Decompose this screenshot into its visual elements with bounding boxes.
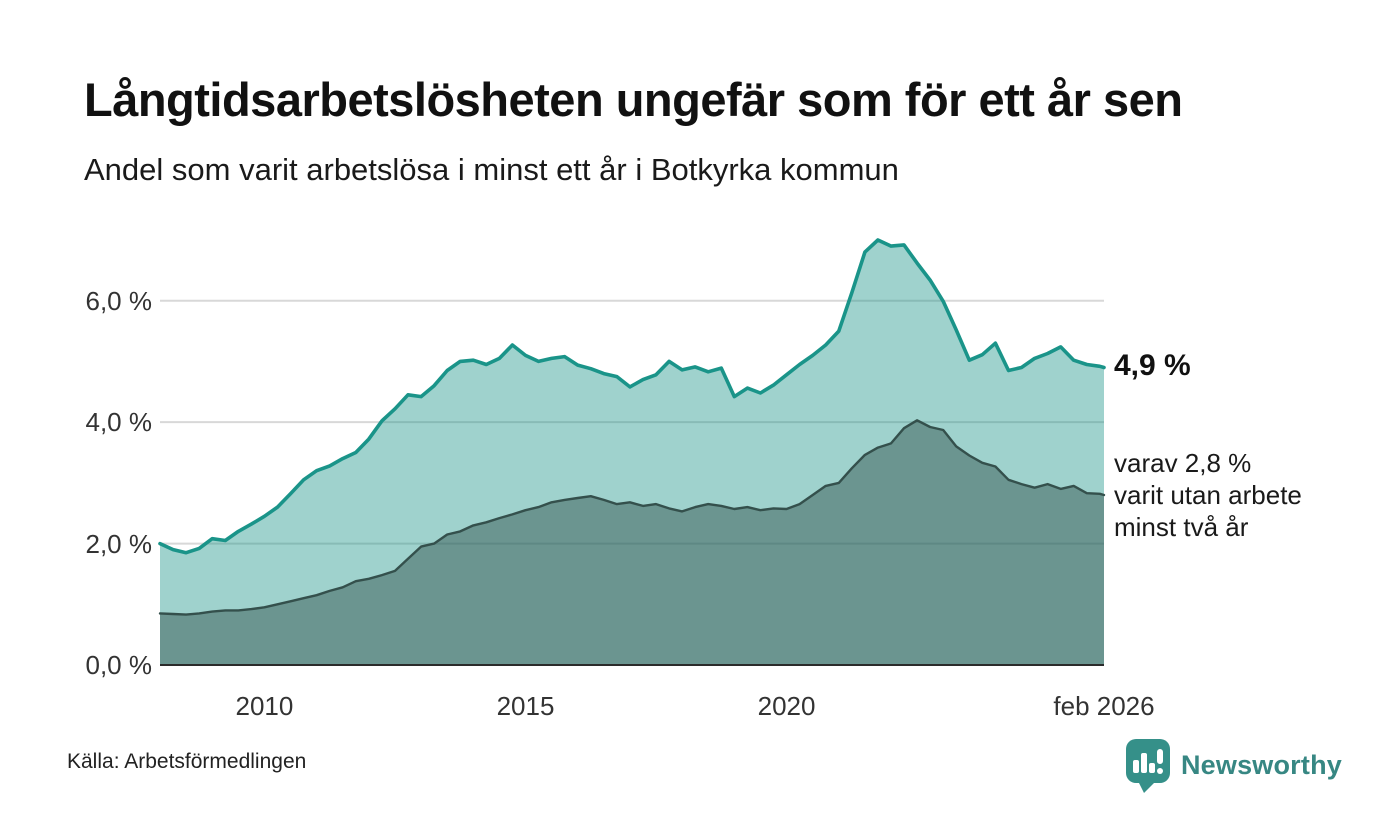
area-line-series-0 [158, 238, 1106, 555]
newsworthy-logo: Newsworthy [1125, 738, 1342, 793]
area-fill-series-0 [160, 240, 1104, 665]
x-tick-2015: 2015 [496, 691, 555, 721]
y-tick-0,0 %: 0,0 % [85, 650, 153, 680]
latest-value-label: 4,9 % [1114, 348, 1191, 382]
y-tick-2,0 %: 2,0 % [85, 528, 153, 559]
x-tick-2020: 2020 [757, 691, 816, 721]
source-credit: Källa: Arbetsförmedlingen [67, 750, 307, 773]
x-tick-feb 2026: feb 2026 [1053, 691, 1155, 721]
y-tick-4,0 %: 4,0 % [85, 407, 153, 438]
area-fill-series-1 [160, 420, 1104, 665]
two-year-note-label: varav 2,8 % varit utan arbete minst två … [1114, 448, 1302, 542]
page-title: Långtidsarbetslösheten ungefär som för e… [84, 73, 1183, 126]
newsworthy-logo-icon [1125, 738, 1171, 793]
x-tick-2010: 2010 [235, 691, 294, 721]
newsworthy-wordmark: Newsworthy [1180, 750, 1342, 780]
y-tick-6,0 %: 6,0 % [85, 285, 153, 316]
page-subtitle: Andel som varit arbetslösa i minst ett å… [84, 152, 899, 187]
area-line-series-1 [158, 419, 1106, 616]
